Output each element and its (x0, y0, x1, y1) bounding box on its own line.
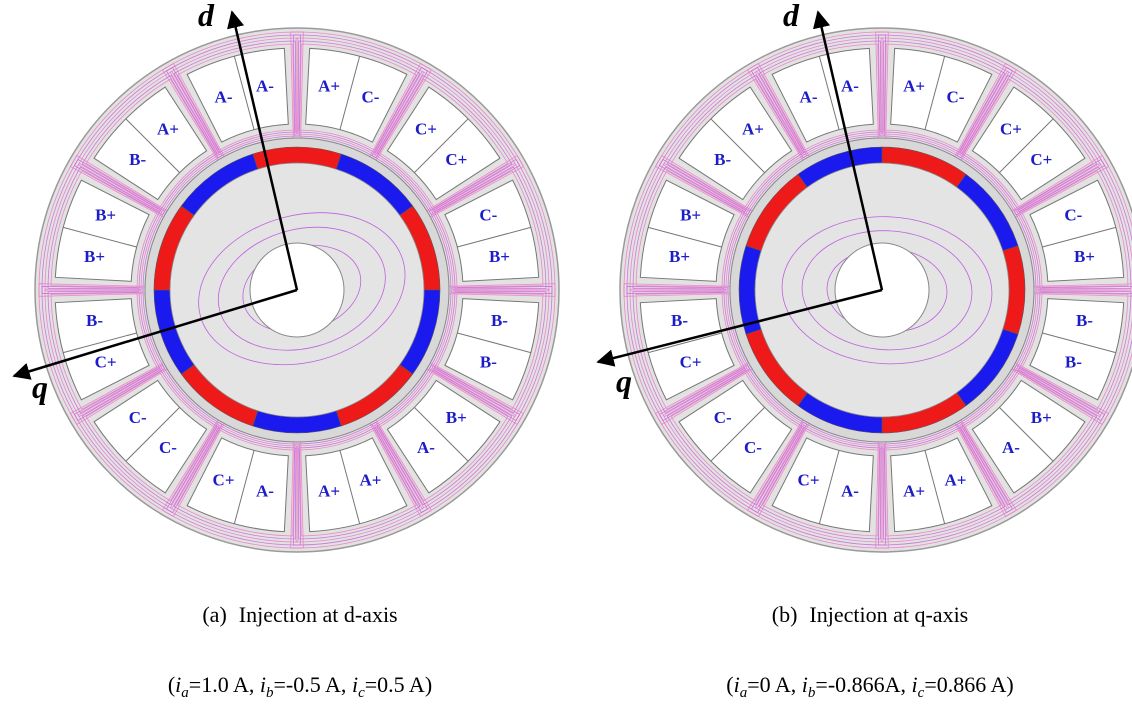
current-value: =0 A, (747, 672, 802, 697)
slot-label: B- (86, 311, 103, 330)
motor-panel: A+ C- C+ C+ C- B+ B- B- B+ A- A+ A+ A- C+ C- C- C+ B- B+ B+… (598, 0, 1132, 701)
caption: (b) Injection at q-axis (772, 602, 969, 627)
slot-label: A- (841, 76, 859, 95)
figure: A+ C- C+ C+ C- B+ B- B- B+ A- A+ A+ A- C+ C- C- C+ B- B+ B+… (0, 0, 1132, 715)
current-value: =-0.866A, (815, 672, 911, 697)
slot-label: A- (215, 88, 233, 107)
caption-text: Injection at q-axis (809, 602, 968, 627)
slot-label: B- (480, 352, 497, 371)
slot-label: C+ (1000, 120, 1022, 139)
caption-label: (a) (202, 602, 226, 627)
slot-label: A- (1002, 438, 1020, 457)
slot-label: C+ (798, 470, 820, 489)
currents-prefix: ( (726, 672, 733, 697)
caption-label: (b) (772, 602, 798, 627)
slot-label: C+ (213, 470, 235, 489)
slot-label: A+ (318, 76, 340, 95)
slot-label: A- (800, 88, 818, 107)
slot-label: C- (1064, 205, 1082, 224)
slot-label: B+ (680, 205, 701, 224)
d-axis-label: d (783, 0, 800, 33)
slot-label: A+ (903, 76, 925, 95)
motor-panel: A+ C- C+ C+ C- B+ B- B- B+ A- A+ A+ A- C+ C- C- C+ B- B+ B+… (14, 0, 559, 701)
slot-label: B- (129, 150, 146, 169)
slot-label: A- (417, 438, 435, 457)
slot-label: B- (1065, 352, 1082, 371)
slot-label: A+ (944, 470, 966, 489)
slot-label: C+ (415, 120, 437, 139)
slot-label: B+ (1074, 247, 1095, 266)
slot-label: A+ (318, 481, 340, 500)
current-sub: a (740, 685, 748, 701)
currents-prefix: ( (168, 672, 175, 697)
currents: (ia=0 A, ib=-0.866A, ic=0.866 A) (726, 672, 1014, 701)
slot-label: C- (946, 88, 964, 107)
slot-label: B+ (1031, 408, 1052, 427)
slot-label: C- (714, 408, 732, 427)
current-value: =0.5 A) (365, 672, 432, 697)
slot-label: B- (671, 311, 688, 330)
slot-label: A- (256, 76, 274, 95)
slot-label: C+ (1030, 150, 1052, 169)
slot-label: A+ (903, 481, 925, 500)
q-axis-label: q (32, 369, 48, 405)
slot-label: C- (744, 438, 762, 457)
slot-label: C- (479, 205, 497, 224)
current-value: =1.0 A, (189, 672, 260, 697)
slot-label: A- (841, 481, 859, 500)
slot-label: B+ (84, 247, 105, 266)
slot-label: C- (361, 88, 379, 107)
slot-label: A+ (157, 120, 179, 139)
slot-label: C- (159, 438, 177, 457)
slot-label: C+ (445, 150, 467, 169)
slot-label: B- (1076, 311, 1093, 330)
slot-label: B+ (489, 247, 510, 266)
slot-label: B- (714, 150, 731, 169)
slot-label: B- (491, 311, 508, 330)
slot-label: C+ (95, 352, 117, 371)
currents: (ia=1.0 A, ib=-0.5 A, ic=0.5 A) (168, 672, 432, 701)
caption: (a) Injection at d-axis (202, 602, 397, 627)
current-sub: a (181, 685, 189, 701)
current-value: =-0.5 A, (274, 672, 352, 697)
current-value: =0.866 A) (924, 672, 1013, 697)
slot-label: A+ (742, 120, 764, 139)
q-axis-label: q (616, 363, 632, 399)
caption-text: Injection at d-axis (239, 602, 398, 627)
slot-label: B+ (446, 408, 467, 427)
slot-label: A- (256, 481, 274, 500)
d-axis-label: d (198, 0, 215, 33)
slot-label: A+ (359, 470, 381, 489)
slot-label: B+ (669, 247, 690, 266)
slot-label: C- (129, 408, 147, 427)
slot-label: B+ (95, 205, 116, 224)
slot-label: C+ (680, 352, 702, 371)
